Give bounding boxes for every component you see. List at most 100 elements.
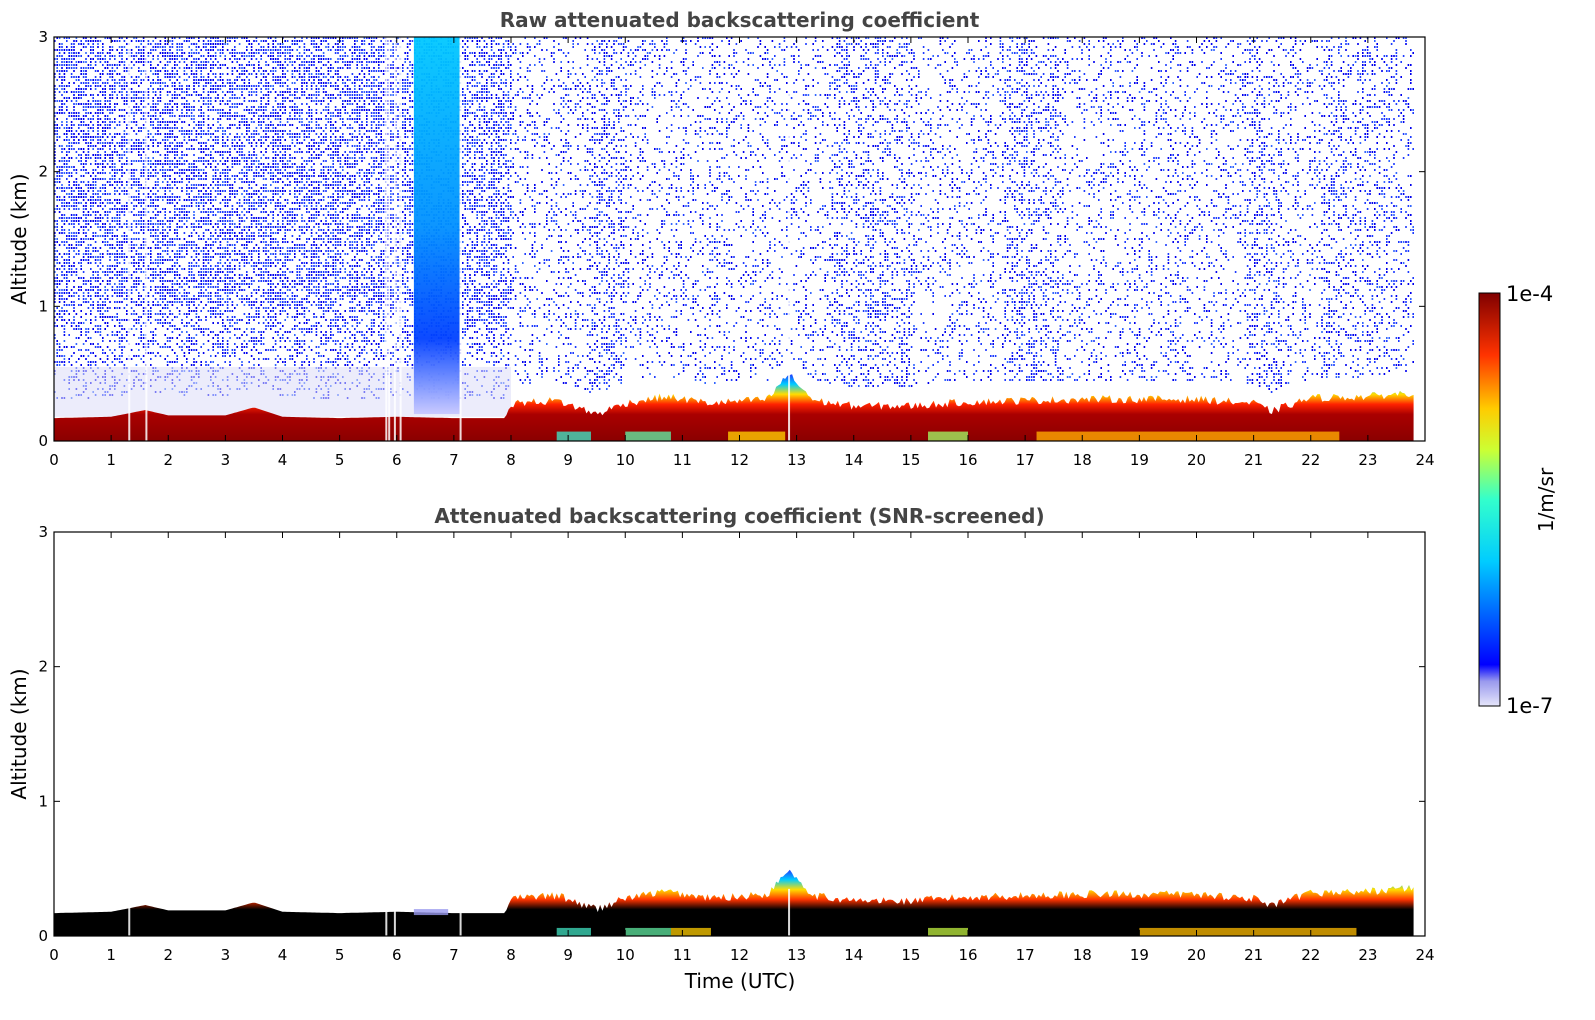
x-tick-label: 13 xyxy=(787,946,806,964)
y-tick-label: 0 xyxy=(38,927,48,945)
y-axis: 0 1 2 3 xyxy=(38,28,1425,450)
x-tick-label: 10 xyxy=(616,451,635,469)
x-tick-label: 15 xyxy=(901,946,920,964)
x-axis: 0 1 2 3 4 5 6 7 8 9 10 11 12 13 14 15 16 17 18 19 20 21 22 23 24 xyxy=(49,532,1435,964)
strong-return-patch xyxy=(728,431,786,441)
strong-return-patch xyxy=(556,927,591,936)
x-tick-label: 17 xyxy=(1016,451,1035,469)
x-tick-label: 21 xyxy=(1244,946,1263,964)
x-tick-label: 0 xyxy=(49,451,59,469)
data-gap xyxy=(385,888,388,936)
x-tick-label: 4 xyxy=(278,451,288,469)
x-tick-label: 16 xyxy=(958,451,977,469)
raw-backscatter-panel: Raw attenuated backscattering coefficien… xyxy=(7,8,1435,469)
x-tick-label: 18 xyxy=(1073,946,1092,964)
y-tick-label: 1 xyxy=(38,297,48,315)
x-tick-label: 10 xyxy=(616,946,635,964)
x-tick-label: 9 xyxy=(563,946,573,964)
colorbar-min-label: 1e-7 xyxy=(1506,694,1553,718)
data-gap xyxy=(128,37,131,441)
x-tick-label: 6 xyxy=(392,946,402,964)
strong-return-patch xyxy=(928,927,968,936)
colorbar-gradient xyxy=(1478,292,1501,707)
data-gap xyxy=(393,888,396,936)
x-tick-label: 22 xyxy=(1301,946,1320,964)
x-tick-label: 19 xyxy=(1130,946,1149,964)
x-tick-label: 1 xyxy=(106,946,116,964)
data-gap xyxy=(788,37,791,441)
x-tick-label: 3 xyxy=(221,451,231,469)
data-gap xyxy=(128,888,131,936)
strong-return-patch xyxy=(556,431,591,441)
noise-pixels xyxy=(54,37,1414,399)
boundary-layer xyxy=(54,869,1414,936)
x-tick-label: 23 xyxy=(1358,451,1377,469)
plume xyxy=(413,37,460,415)
strong-return-patch xyxy=(1139,927,1357,936)
x-tick-label: 1 xyxy=(106,451,116,469)
strong-return-patch xyxy=(1036,431,1340,441)
data-gap xyxy=(145,37,148,441)
data-gap xyxy=(459,888,462,936)
x-tick-label: 19 xyxy=(1130,451,1149,469)
strong-return-patch xyxy=(625,927,671,936)
y-tick-label: 0 xyxy=(38,432,48,450)
y-tick-label: 2 xyxy=(38,658,48,676)
y-tick-label: 2 xyxy=(38,163,48,181)
x-tick-label: 12 xyxy=(730,946,749,964)
x-axis-label: Time (UTC) xyxy=(684,969,796,993)
data-gap xyxy=(393,37,396,441)
x-tick-label: 16 xyxy=(958,946,977,964)
x-tick-label: 13 xyxy=(787,451,806,469)
y-axis: 0 1 2 3 xyxy=(38,523,1425,945)
chart-title: Attenuated backscattering coefficient (S… xyxy=(434,504,1044,528)
y-tick-label: 1 xyxy=(38,792,48,810)
x-tick-label: 20 xyxy=(1187,451,1206,469)
data-gap xyxy=(385,37,388,441)
data-gap xyxy=(399,37,402,441)
colorbar-label: 1/m/sr xyxy=(1534,467,1558,532)
x-tick-label: 11 xyxy=(673,946,692,964)
x-tick-label: 23 xyxy=(1358,946,1377,964)
x-tick-label: 2 xyxy=(163,946,173,964)
strong-return-patch xyxy=(670,927,711,936)
x-tick-label: 17 xyxy=(1016,946,1035,964)
x-tick-label: 4 xyxy=(278,946,288,964)
x-tick-label: 2 xyxy=(163,451,173,469)
colorbar: 1e-4 1e-7 1/m/sr xyxy=(1478,282,1558,718)
data-gap xyxy=(459,37,462,441)
plume-remnant xyxy=(413,909,449,916)
y-tick-label: 3 xyxy=(38,523,48,541)
x-tick-label: 3 xyxy=(221,946,231,964)
x-tick-label: 15 xyxy=(901,451,920,469)
colorbar-max-label: 1e-4 xyxy=(1506,282,1553,306)
data-gap xyxy=(788,888,791,936)
strong-return-patch xyxy=(928,431,968,441)
x-tick-label: 6 xyxy=(392,451,402,469)
strong-return-patch xyxy=(625,431,671,441)
x-tick-label: 11 xyxy=(673,451,692,469)
x-tick-label: 22 xyxy=(1301,451,1320,469)
x-tick-label: 5 xyxy=(335,946,345,964)
x-tick-label: 24 xyxy=(1415,946,1434,964)
data-gap xyxy=(388,37,391,441)
snr-screened-panel: Attenuated backscattering coefficient (S… xyxy=(7,504,1435,993)
x-tick-label: 9 xyxy=(563,451,573,469)
x-tick-label: 8 xyxy=(506,451,516,469)
heatmap-area xyxy=(54,37,1414,441)
x-tick-label: 8 xyxy=(506,946,516,964)
heatmap-area xyxy=(54,869,1414,936)
x-tick-label: 14 xyxy=(844,451,863,469)
plot-frame xyxy=(53,531,1426,937)
x-axis: 0 1 2 3 4 5 6 7 8 9 10 11 12 13 14 15 16 17 18 19 20 21 22 23 24 xyxy=(49,37,1435,469)
y-tick-label: 3 xyxy=(38,28,48,46)
x-tick-label: 21 xyxy=(1244,451,1263,469)
x-tick-label: 7 xyxy=(449,451,459,469)
x-tick-label: 24 xyxy=(1415,451,1434,469)
y-axis-label: Altitude (km) xyxy=(7,173,31,304)
x-tick-label: 5 xyxy=(335,451,345,469)
x-tick-label: 18 xyxy=(1073,451,1092,469)
chart-title: Raw attenuated backscattering coefficien… xyxy=(500,8,980,32)
y-axis-label: Altitude (km) xyxy=(7,668,31,799)
x-tick-label: 0 xyxy=(49,946,59,964)
